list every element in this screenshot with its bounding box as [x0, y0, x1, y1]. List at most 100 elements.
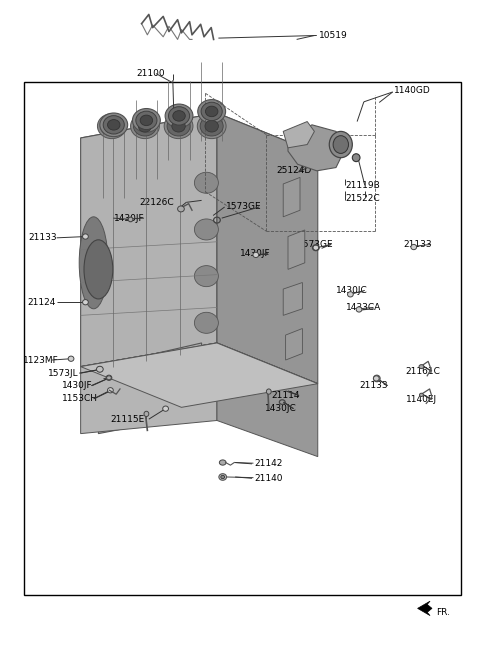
- Ellipse shape: [219, 460, 226, 465]
- Text: 10519: 10519: [319, 31, 348, 40]
- Ellipse shape: [140, 115, 153, 125]
- Text: 21140: 21140: [254, 474, 283, 483]
- Ellipse shape: [164, 114, 193, 139]
- Ellipse shape: [420, 393, 423, 396]
- Ellipse shape: [205, 106, 218, 117]
- Ellipse shape: [266, 389, 271, 394]
- Ellipse shape: [221, 476, 225, 478]
- Ellipse shape: [107, 376, 111, 380]
- Polygon shape: [283, 177, 300, 217]
- Text: 21119B: 21119B: [346, 181, 380, 190]
- Text: 1430JC: 1430JC: [265, 404, 297, 413]
- Ellipse shape: [106, 375, 112, 380]
- Ellipse shape: [197, 114, 226, 139]
- Ellipse shape: [219, 474, 227, 480]
- Ellipse shape: [168, 106, 190, 125]
- Ellipse shape: [356, 307, 362, 312]
- Ellipse shape: [96, 367, 103, 372]
- Text: 21522C: 21522C: [346, 194, 380, 203]
- Polygon shape: [286, 328, 302, 360]
- Text: 25124D: 25124D: [276, 166, 311, 175]
- Text: 1430JC: 1430JC: [336, 286, 368, 295]
- Ellipse shape: [136, 111, 157, 129]
- Ellipse shape: [138, 120, 152, 132]
- Ellipse shape: [333, 136, 348, 154]
- Ellipse shape: [373, 375, 380, 382]
- Text: 1433CA: 1433CA: [346, 303, 381, 312]
- Polygon shape: [98, 343, 202, 434]
- Ellipse shape: [79, 217, 108, 309]
- Polygon shape: [288, 125, 346, 171]
- Ellipse shape: [205, 120, 218, 132]
- Text: 22126C: 22126C: [139, 198, 174, 207]
- Ellipse shape: [198, 100, 226, 124]
- Ellipse shape: [194, 312, 218, 333]
- Ellipse shape: [68, 356, 74, 361]
- Polygon shape: [283, 122, 314, 148]
- Text: 1430JF: 1430JF: [114, 214, 145, 223]
- Polygon shape: [283, 283, 302, 315]
- Ellipse shape: [173, 110, 185, 121]
- Text: 21133: 21133: [403, 240, 432, 249]
- Text: 1573GE: 1573GE: [298, 240, 333, 249]
- Ellipse shape: [100, 116, 123, 136]
- Ellipse shape: [419, 365, 424, 369]
- Polygon shape: [81, 343, 217, 434]
- Ellipse shape: [348, 292, 353, 297]
- Ellipse shape: [131, 114, 159, 139]
- Polygon shape: [217, 113, 318, 384]
- Ellipse shape: [108, 120, 120, 130]
- Ellipse shape: [103, 116, 124, 134]
- Polygon shape: [81, 343, 318, 407]
- Ellipse shape: [373, 376, 379, 381]
- Text: 21124: 21124: [28, 298, 56, 307]
- Ellipse shape: [83, 234, 88, 239]
- Text: 21100: 21100: [137, 69, 166, 78]
- Text: 1153CH: 1153CH: [62, 394, 98, 403]
- Polygon shape: [81, 113, 318, 179]
- Ellipse shape: [83, 300, 88, 305]
- Text: 21114: 21114: [271, 391, 300, 400]
- Ellipse shape: [163, 406, 168, 411]
- Ellipse shape: [133, 116, 156, 136]
- Ellipse shape: [194, 172, 218, 193]
- Ellipse shape: [313, 245, 319, 250]
- Text: 21142: 21142: [254, 459, 283, 468]
- Text: 1430JF: 1430JF: [62, 381, 93, 390]
- Ellipse shape: [84, 240, 113, 299]
- Ellipse shape: [172, 120, 185, 132]
- Ellipse shape: [100, 113, 128, 137]
- Ellipse shape: [329, 131, 352, 158]
- Text: 21133: 21133: [29, 233, 58, 242]
- Text: 21161C: 21161C: [406, 367, 441, 376]
- Ellipse shape: [411, 244, 417, 250]
- Ellipse shape: [132, 108, 160, 132]
- Ellipse shape: [178, 206, 184, 212]
- Text: 1573JL: 1573JL: [48, 369, 79, 378]
- Ellipse shape: [253, 252, 259, 258]
- Text: 1573GE: 1573GE: [226, 202, 261, 212]
- Ellipse shape: [144, 411, 149, 417]
- Ellipse shape: [165, 104, 193, 127]
- Ellipse shape: [167, 116, 190, 136]
- Ellipse shape: [200, 116, 223, 136]
- Ellipse shape: [97, 367, 103, 372]
- Ellipse shape: [352, 154, 360, 162]
- Polygon shape: [217, 343, 318, 457]
- Polygon shape: [418, 601, 432, 616]
- Text: 1123MF: 1123MF: [23, 355, 59, 365]
- Text: 21115E: 21115E: [110, 415, 144, 424]
- Ellipse shape: [97, 114, 126, 139]
- Text: FR.: FR.: [436, 608, 450, 617]
- Text: 1140GD: 1140GD: [394, 86, 431, 95]
- Bar: [24, 82, 461, 595]
- Ellipse shape: [201, 102, 222, 121]
- Ellipse shape: [108, 388, 113, 393]
- Ellipse shape: [105, 120, 119, 132]
- Text: 21133: 21133: [359, 381, 388, 390]
- Ellipse shape: [194, 219, 218, 240]
- Text: 1430JF: 1430JF: [240, 249, 271, 258]
- Polygon shape: [81, 343, 318, 407]
- Text: 1140EJ: 1140EJ: [406, 395, 437, 404]
- Polygon shape: [288, 230, 305, 269]
